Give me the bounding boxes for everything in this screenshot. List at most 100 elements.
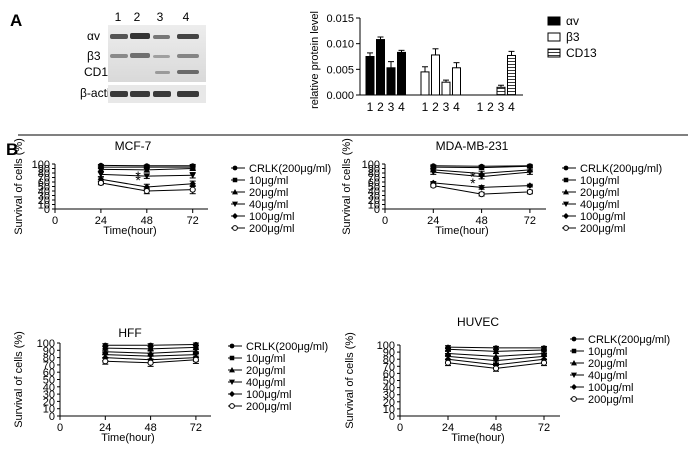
data-point bbox=[430, 169, 437, 176]
data-point bbox=[229, 379, 235, 385]
y-tick-label: 20 bbox=[43, 396, 55, 408]
protein-bar-chart: 0.000 0.005 0.010 0.015 relative protein lev… bbox=[309, 11, 597, 114]
y-tick-label: 50 bbox=[43, 375, 55, 387]
y-tick-label: 90 bbox=[38, 164, 50, 176]
x-tick-label: 2 bbox=[432, 100, 439, 114]
y-tick-label: 30 bbox=[383, 390, 395, 402]
x-axis-title: Time(hour) bbox=[103, 225, 156, 237]
blot-lane-label: 4 bbox=[183, 10, 190, 24]
y-tick-label: 90 bbox=[383, 347, 395, 359]
x-tick-label: 48 bbox=[141, 215, 153, 227]
data-point bbox=[540, 359, 548, 366]
y-tick-label: 60 bbox=[38, 177, 50, 189]
legend-label: 20μg/ml bbox=[249, 187, 288, 199]
legend-label: 100μg/ml bbox=[588, 382, 633, 394]
x-tick-label: 48 bbox=[475, 215, 487, 227]
x-tick-label: 1 bbox=[422, 100, 429, 114]
legend-label: 10μg/ml bbox=[588, 346, 627, 358]
blot-band bbox=[130, 33, 150, 39]
y-tick-label: 70 bbox=[43, 360, 55, 372]
legend-label: 100μg/ml bbox=[580, 211, 625, 223]
x-tick-label: 0 bbox=[397, 422, 403, 434]
blot-lane-label: 3 bbox=[157, 10, 164, 24]
panel-b-label: B bbox=[6, 140, 18, 159]
y-tick-label: 80 bbox=[368, 168, 380, 180]
y-tick-label: 80 bbox=[43, 353, 55, 365]
data-point bbox=[232, 177, 238, 183]
x-tick-label: 2 bbox=[377, 100, 384, 114]
data-point bbox=[232, 225, 238, 231]
y-tick-label: 100 bbox=[37, 338, 55, 350]
data-point bbox=[563, 177, 569, 183]
data-point bbox=[97, 166, 105, 172]
y-tick-label: 40 bbox=[368, 186, 380, 198]
legend-label: 10μg/ml bbox=[246, 353, 285, 365]
significance-mark: * bbox=[470, 168, 476, 184]
data-point bbox=[97, 179, 104, 186]
data-point bbox=[571, 348, 577, 354]
legend-label: 10μg/ml bbox=[580, 175, 619, 187]
y-tick-label: 0.010 bbox=[326, 39, 354, 51]
x-tick-label: 3 bbox=[388, 100, 395, 114]
y-tick-label: 0.015 bbox=[326, 13, 354, 25]
data-point bbox=[445, 346, 451, 352]
data-point bbox=[563, 213, 569, 219]
y-tick-label: 30 bbox=[43, 389, 55, 401]
legend-label: 20μg/ml bbox=[588, 358, 627, 370]
x-tick-label: 4 bbox=[398, 100, 405, 114]
bar bbox=[397, 51, 406, 96]
y-tick-label: 90 bbox=[43, 345, 55, 357]
x-tick-label: 0 bbox=[57, 422, 63, 434]
legend-label: 40μg/ml bbox=[580, 199, 619, 211]
y-tick-label: 50 bbox=[383, 376, 395, 388]
data-point bbox=[232, 189, 238, 195]
y-tick-label: 60 bbox=[43, 367, 55, 379]
data-point bbox=[479, 165, 484, 170]
y-tick-label: 60 bbox=[368, 177, 380, 189]
chart-title: HUVEC bbox=[457, 315, 499, 329]
data-point bbox=[189, 186, 196, 193]
blot-band bbox=[177, 91, 199, 97]
blot-band bbox=[155, 71, 170, 74]
data-point bbox=[526, 169, 534, 176]
data-point bbox=[232, 213, 238, 219]
data-point bbox=[229, 403, 235, 409]
y-axis-title: Survival of cells (%) bbox=[13, 331, 25, 428]
x-tick-label: 24 bbox=[427, 215, 439, 227]
bar bbox=[507, 54, 516, 96]
y-tick-label: 70 bbox=[38, 173, 50, 185]
y-tick-label: 30 bbox=[368, 191, 380, 203]
legend-label: CRLK(200μg/ml) bbox=[580, 163, 662, 175]
western-blot: 1 2 3 4 αv β3 CD13 β-actin bbox=[80, 10, 206, 103]
legend-label: 100μg/ml bbox=[246, 389, 291, 401]
blot-band-label: β-actin bbox=[80, 86, 116, 100]
blot-band bbox=[153, 35, 170, 39]
legend-label: 200μg/ml bbox=[588, 394, 633, 406]
blot-band bbox=[153, 55, 170, 58]
chart-title: MCF-7 bbox=[115, 139, 152, 153]
data-point bbox=[571, 336, 577, 342]
blot-band bbox=[110, 34, 128, 39]
y-tick-label: 40 bbox=[43, 382, 55, 394]
blot-lane-label: 1 bbox=[115, 10, 122, 24]
y-axis-title: Survival of cells (%) bbox=[344, 332, 356, 429]
bar bbox=[386, 67, 396, 96]
blot-band bbox=[130, 91, 150, 97]
significance-mark: * bbox=[135, 172, 141, 188]
legend-label: 40μg/ml bbox=[249, 199, 288, 211]
x-axis-title: Time(hour) bbox=[435, 225, 488, 237]
x-tick-label: 2 bbox=[487, 100, 494, 114]
y-tick-label: 70 bbox=[368, 173, 380, 185]
data-point bbox=[444, 359, 452, 366]
blot-band-label: αv bbox=[87, 29, 100, 43]
legend-label: 200μg/ml bbox=[246, 401, 291, 413]
x-tick-label: 72 bbox=[524, 215, 536, 227]
y-tick-label: 10 bbox=[383, 404, 395, 416]
blot-band bbox=[177, 54, 199, 58]
legend-swatch bbox=[547, 32, 561, 42]
bar bbox=[376, 39, 385, 96]
blot-band bbox=[153, 91, 171, 97]
